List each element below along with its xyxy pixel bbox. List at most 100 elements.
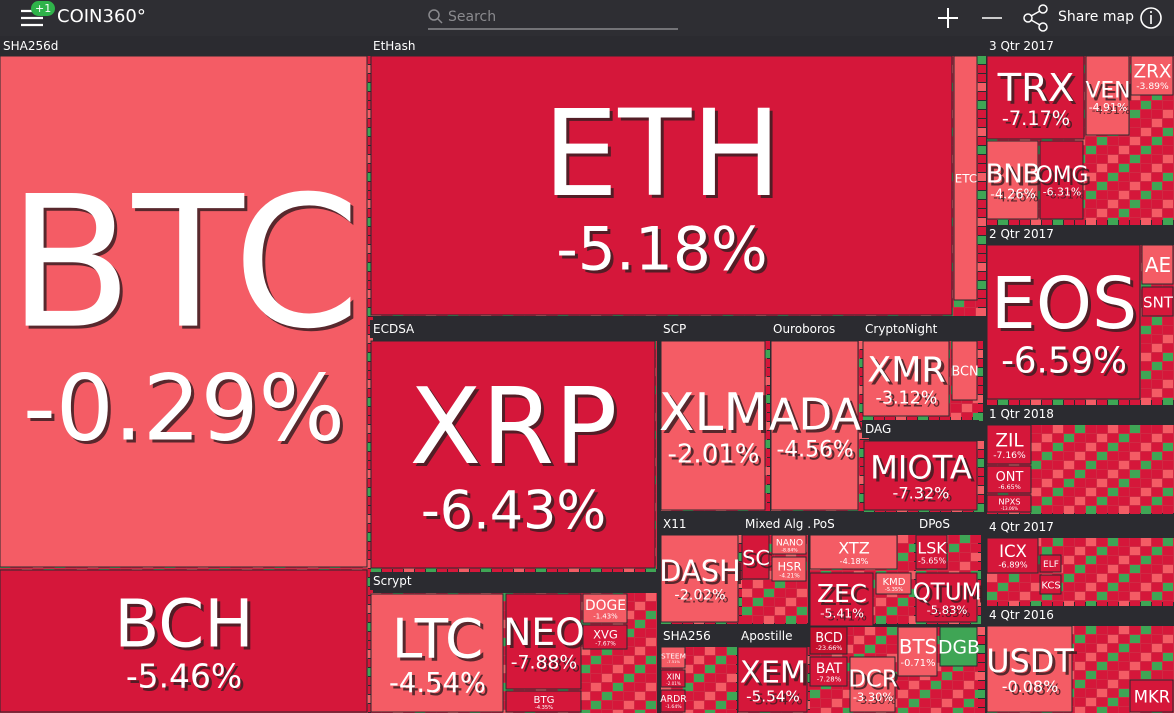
group-name: SHA256d: [3, 39, 58, 53]
small-tile: [363, 425, 373, 433]
coin-tile[interactable]: ETH-5.18%: [370, 55, 953, 316]
small-tile: [976, 56, 986, 64]
small-tile: [363, 623, 373, 631]
small-tile: [363, 74, 373, 82]
coin-tile-bg: [0, 55, 368, 568]
small-tile: [976, 218, 986, 226]
small-tile: [363, 146, 373, 154]
coin-symbol: ETC: [955, 172, 977, 186]
coin-symbol: BCH: [114, 585, 253, 662]
small-tile: [363, 299, 373, 307]
small-tile: [363, 344, 373, 352]
small-tile: [363, 605, 373, 613]
small-tile: [363, 596, 373, 604]
group: ScryptLTC-4.54%NEO-7.88%BTG-4.35%DOGE-1.…: [370, 572, 658, 713]
zoom-in[interactable]: [938, 8, 958, 28]
coin-change: -5.46%: [126, 657, 242, 696]
small-tile: [363, 371, 373, 379]
small-tile: [363, 209, 373, 217]
coin-change: -6.43%: [421, 480, 606, 541]
small-tile: [363, 461, 373, 469]
small-tile: [976, 236, 986, 244]
small-tile: [363, 470, 373, 478]
small-tile: [363, 533, 373, 541]
small-tile: [363, 389, 373, 397]
logo[interactable]: COIN360°: [57, 6, 146, 27]
small-tile: [976, 128, 986, 136]
coin-tile[interactable]: ETC: [953, 55, 978, 301]
small-tile: [976, 209, 986, 217]
small-tile: [363, 488, 373, 496]
small-tile: [363, 452, 373, 460]
small-tile: [954, 308, 964, 316]
coin-tile[interactable]: XRP-6.43%: [370, 340, 656, 569]
small-tile: [363, 614, 373, 622]
small-tile: [976, 227, 986, 235]
small-tile: [363, 254, 373, 262]
group: EtHash ETH-5.18%ETC: [370, 37, 986, 316]
small-tile: [363, 560, 373, 568]
small-tile: [363, 587, 373, 595]
small-tile: [363, 65, 373, 73]
share-icon[interactable]: [1023, 4, 1048, 32]
small-tile: [363, 335, 373, 343]
small-tile: [976, 173, 986, 181]
small-tile: [363, 695, 373, 703]
small-tile: [363, 56, 373, 64]
share-map[interactable]: Share map: [1058, 9, 1134, 25]
small-tile: [363, 524, 373, 532]
group: ECDSA XRP-6.43%: [370, 320, 658, 574]
search-input[interactable]: Search: [448, 9, 497, 25]
small-tile: [976, 182, 986, 190]
small-tile: [646, 611, 656, 619]
top-bar: +1 COIN360° Search Share map: [0, 0, 1174, 36]
small-tile: [363, 380, 373, 388]
small-tile: [363, 398, 373, 406]
small-tile: [363, 362, 373, 370]
small-tile: [363, 479, 373, 487]
small-tile: [363, 236, 373, 244]
small-tile: [363, 641, 373, 649]
small-tile: [635, 593, 645, 601]
search-icon: [428, 9, 678, 30]
small-tile: [363, 290, 373, 298]
small-tile: [646, 638, 656, 646]
small-tile: [976, 308, 986, 316]
small-tile: [635, 602, 645, 610]
small-tile: [363, 263, 373, 271]
small-tile: [965, 308, 975, 316]
small-tile: [363, 677, 373, 685]
small-tile: [363, 155, 373, 163]
small-tile: [363, 506, 373, 514]
small-tile: [363, 200, 373, 208]
small-tile: [363, 569, 373, 577]
small-tile: [363, 218, 373, 226]
small-tile: [363, 272, 373, 280]
small-tile: [635, 611, 645, 619]
small-tile: [976, 119, 986, 127]
info-icon[interactable]: [1140, 7, 1162, 29]
small-tile: [363, 119, 373, 127]
coin-change: -0.29%: [23, 356, 345, 461]
small-tile: [976, 164, 986, 172]
small-tile: [363, 704, 373, 712]
small-tile: [363, 164, 373, 172]
small-tile: [976, 83, 986, 91]
small-tile: [363, 101, 373, 109]
small-tile: [363, 317, 373, 325]
coin-tile[interactable]: BTC-0.29%: [0, 55, 368, 568]
coin-tile[interactable]: BCH-5.46%: [0, 569, 368, 713]
group-name: EtHash: [373, 39, 416, 53]
small-tile: [646, 593, 656, 601]
small-tile: [635, 638, 645, 646]
small-tile: [363, 110, 373, 118]
small-tile: [363, 551, 373, 559]
coin-change: -5.18%: [556, 215, 768, 285]
small-tile: [363, 281, 373, 289]
small-tile: [976, 92, 986, 100]
treemap: SHA256dBTC-0.29%BCH-5.46%EtHashETH-5.18%…: [0, 37, 1174, 713]
small-tile: [363, 416, 373, 424]
small-tile: [363, 443, 373, 451]
group-name: ECDSA: [373, 322, 415, 336]
small-tile: [363, 515, 373, 523]
